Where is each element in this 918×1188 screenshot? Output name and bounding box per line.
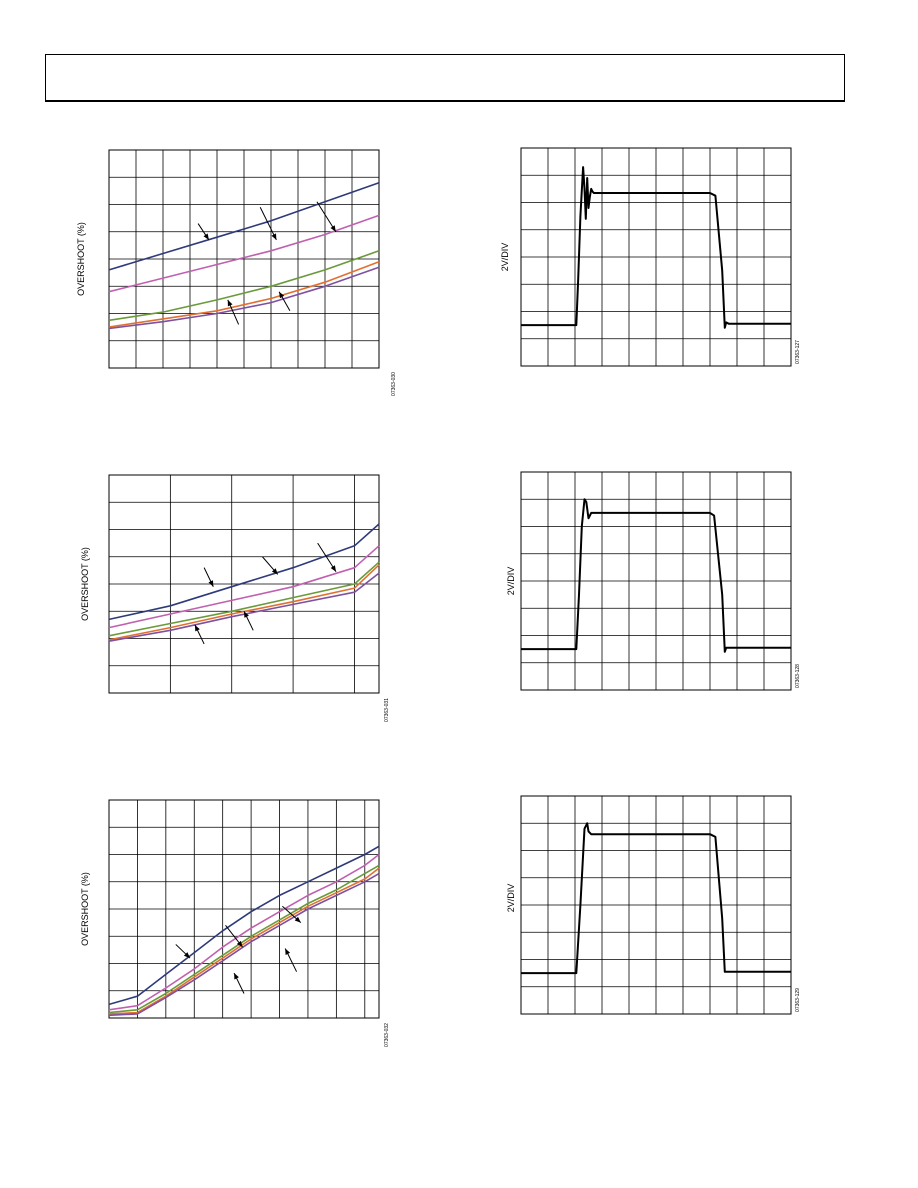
annotation-arrow-head (236, 940, 243, 948)
chart-pulse-3: 2V/DIV 07363-129 (506, 795, 801, 1015)
annotation-arrows (194, 542, 337, 645)
series-line-1 (108, 845, 380, 1006)
plot-grid (521, 148, 791, 366)
annotation-arrow-head (330, 225, 336, 232)
chart-pulse-1: 2V/DIV 07363-127 (500, 147, 801, 367)
y-axis-label: OVERSHOOT (%) (80, 547, 90, 621)
y-axis-label: 2V/DIV (506, 567, 516, 596)
chart-overshoot-1: OVERSHOOT (%) 07363-030 (76, 149, 397, 396)
series-line-1 (108, 181, 380, 271)
figure-id: 07363-127 (795, 340, 801, 364)
annotation-arrow-head (203, 233, 209, 240)
series-line-1 (521, 166, 791, 329)
series-line-4 (108, 564, 380, 641)
series-line-1 (521, 822, 791, 975)
chart-overshoot-2: OVERSHOOT (%) 07363-031 (80, 474, 390, 722)
figure-id: 07363-129 (795, 988, 801, 1012)
figure-id: 07363-128 (795, 664, 801, 688)
y-axis-label: 2V/DIV (500, 243, 510, 272)
series-line-1 (521, 498, 791, 653)
figure-id: 07363-031 (384, 698, 390, 722)
annotation-arrows (175, 905, 302, 994)
series-line-2 (108, 545, 380, 629)
annotation-arrow-head (271, 568, 278, 575)
chart-pulse-2: 2V/DIV 07363-128 (506, 471, 801, 691)
series-line-5 (108, 872, 380, 1017)
plot-grid (521, 796, 791, 1014)
annotation-arrow-head (271, 233, 277, 240)
annotation-arrow-head (279, 291, 285, 299)
annotation-arrow-line (259, 207, 277, 241)
series-line-5 (108, 266, 380, 330)
annotation-arrows (197, 201, 337, 325)
annotation-arrow-head (227, 299, 233, 307)
plot-grid (109, 150, 379, 368)
annotation-arrow-head (208, 580, 214, 587)
plot-grid (521, 472, 791, 690)
annotation-arrow-head (194, 624, 200, 632)
y-axis-label: OVERSHOOT (%) (76, 222, 86, 296)
series-line-2 (108, 853, 380, 1011)
series-line-3 (108, 561, 380, 637)
series-group (521, 166, 791, 329)
figure-id: 07363-032 (384, 1023, 390, 1047)
annotation-arrow-head (244, 611, 249, 618)
annotation-arrow-head (183, 952, 190, 959)
figure-id: 07363-030 (391, 372, 397, 396)
series-line-3 (108, 250, 380, 322)
page-header-box (45, 54, 845, 102)
series-group (521, 498, 791, 653)
chart-overshoot-3: OVERSHOOT (%) 07363-032 (80, 799, 390, 1047)
series-line-2 (108, 214, 380, 293)
annotation-arrow-head (294, 916, 301, 923)
annotation-arrow-head (330, 565, 336, 572)
series-group (108, 181, 380, 330)
series-line-5 (108, 572, 380, 642)
annotation-arrow-head (285, 948, 291, 955)
series-line-4 (108, 867, 380, 1015)
series-line-3 (108, 864, 380, 1014)
series-line-4 (108, 260, 380, 328)
series-group (521, 822, 791, 975)
annotation-arrow-head (234, 973, 239, 980)
series-group (108, 845, 380, 1017)
y-axis-label: 2V/DIV (506, 884, 516, 913)
plot-grid (109, 800, 379, 1018)
series-group (108, 523, 380, 642)
series-line-1 (108, 523, 380, 621)
y-axis-label: OVERSHOOT (%) (80, 872, 90, 946)
plot-grid (109, 475, 379, 693)
